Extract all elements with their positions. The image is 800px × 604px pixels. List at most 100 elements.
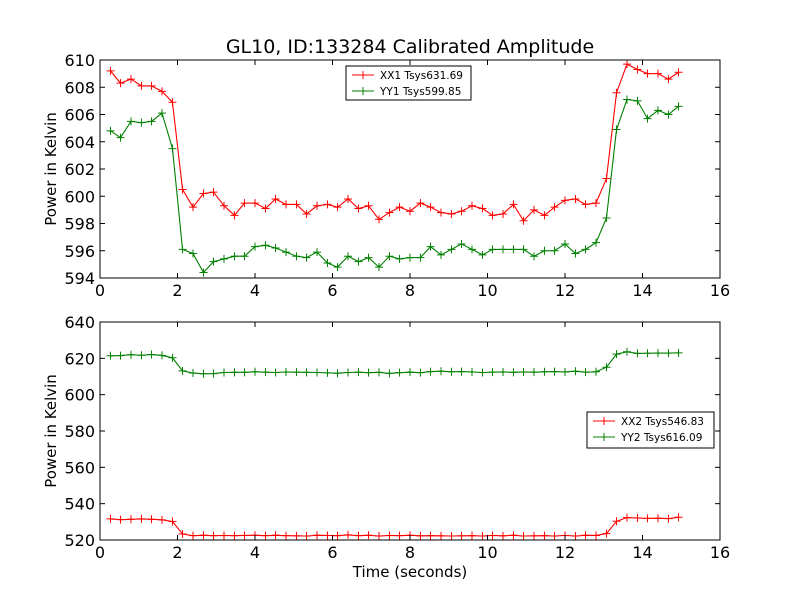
data-point: [178, 530, 187, 539]
data-point: [158, 87, 166, 96]
data-point: [261, 368, 270, 377]
data-point: [209, 531, 218, 540]
data-point: [313, 248, 321, 257]
data-point: [106, 514, 115, 523]
data-point: [395, 254, 404, 263]
data-point: [375, 368, 383, 377]
data-point: [220, 368, 228, 377]
data-point: [261, 204, 270, 213]
data-point: [313, 201, 321, 210]
data-point: [271, 368, 280, 377]
data-point: [674, 68, 683, 77]
data-point: [147, 515, 156, 524]
data-point: [302, 253, 311, 262]
y-tick-label: 602: [64, 160, 95, 179]
data-point: [499, 531, 507, 540]
data-point: [375, 263, 383, 272]
data-point: [654, 514, 662, 523]
data-point: [199, 189, 208, 198]
y-tick-label: 596: [64, 242, 95, 261]
data-point: [509, 368, 518, 377]
data-point: [251, 242, 259, 251]
data-point: [437, 250, 445, 259]
data-point: [323, 368, 332, 377]
data-point: [478, 368, 487, 377]
data-point: [271, 244, 280, 253]
x-tick-label: 14: [632, 543, 652, 562]
data-point: [426, 531, 435, 540]
data-point: [592, 531, 600, 540]
y-tick-label: 600: [64, 386, 95, 405]
data-point: [602, 214, 611, 223]
data-point: [240, 252, 249, 261]
data-point: [240, 531, 249, 540]
data-point: [199, 369, 208, 378]
data-point: [499, 245, 507, 254]
data-point: [509, 245, 518, 254]
data-point: [333, 369, 342, 378]
data-point: [602, 174, 611, 183]
data-point: [612, 350, 621, 359]
x-tick-label: 8: [405, 281, 415, 300]
data-point: [478, 532, 487, 541]
data-point: [426, 242, 435, 251]
data-point: [168, 98, 177, 107]
data-point: [550, 532, 559, 541]
data-point: [406, 368, 414, 377]
data-point: [571, 194, 580, 203]
data-point: [364, 531, 373, 540]
data-point: [106, 126, 115, 135]
data-point: [654, 69, 662, 78]
y-tick-label: 540: [64, 495, 95, 514]
data-point: [561, 367, 569, 376]
y-tick-label: 600: [64, 187, 95, 206]
data-point: [540, 246, 549, 255]
data-point: [209, 188, 218, 197]
data-point: [623, 347, 631, 356]
data-point: [147, 81, 156, 90]
bottom-panel: 0 2 4 6 8 10 12 14 16 520 540 560 580 600 620 640 Power …: [42, 313, 730, 581]
data-point: [354, 531, 363, 540]
data-point: [519, 367, 528, 376]
data-point: [488, 531, 497, 540]
x-tick-label: 2: [172, 281, 182, 300]
data-point: [499, 209, 507, 218]
data-point: [623, 95, 631, 104]
data-point: [127, 75, 135, 84]
data-point: [447, 367, 456, 376]
legend-marker: [600, 417, 608, 425]
data-point: [302, 532, 311, 541]
data-point: [292, 252, 301, 261]
data-point: [230, 368, 239, 377]
y-tick-label: 520: [64, 531, 95, 550]
data-point: [292, 531, 301, 540]
data-point: [664, 110, 673, 119]
x-tick-label: 4: [250, 281, 260, 300]
data-point: [519, 245, 528, 254]
data-point: [592, 238, 600, 247]
data-point: [385, 369, 394, 378]
x-tick-label: 10: [477, 543, 497, 562]
data-point: [220, 531, 228, 540]
data-point: [251, 367, 259, 376]
data-point: [530, 252, 538, 261]
data-point: [106, 66, 115, 75]
legend-box: [345, 65, 472, 101]
data-point: [230, 531, 239, 540]
y-tick-label: 620: [64, 349, 95, 368]
x-tick-label: 0: [95, 543, 105, 562]
data-point: [581, 531, 590, 540]
data-point: [147, 350, 156, 359]
legend-marker: [600, 433, 608, 441]
data-point: [271, 194, 280, 203]
top-panel: 0 2 4 6 8 10 12 14 16 594 596 598 600 602 604 606 608 610…: [42, 51, 730, 300]
data-point: [240, 199, 249, 208]
data-point: [571, 249, 580, 258]
data-point: [261, 531, 270, 540]
y-tick-label: 608: [64, 78, 95, 97]
data-point: [406, 207, 414, 216]
legend-entry: YY2 Tsys616.09: [620, 432, 702, 444]
data-point: [633, 96, 642, 105]
data-point: [581, 368, 590, 377]
legend: XX1 Tsys631.69 YY1 Tsys599.85: [345, 65, 472, 101]
